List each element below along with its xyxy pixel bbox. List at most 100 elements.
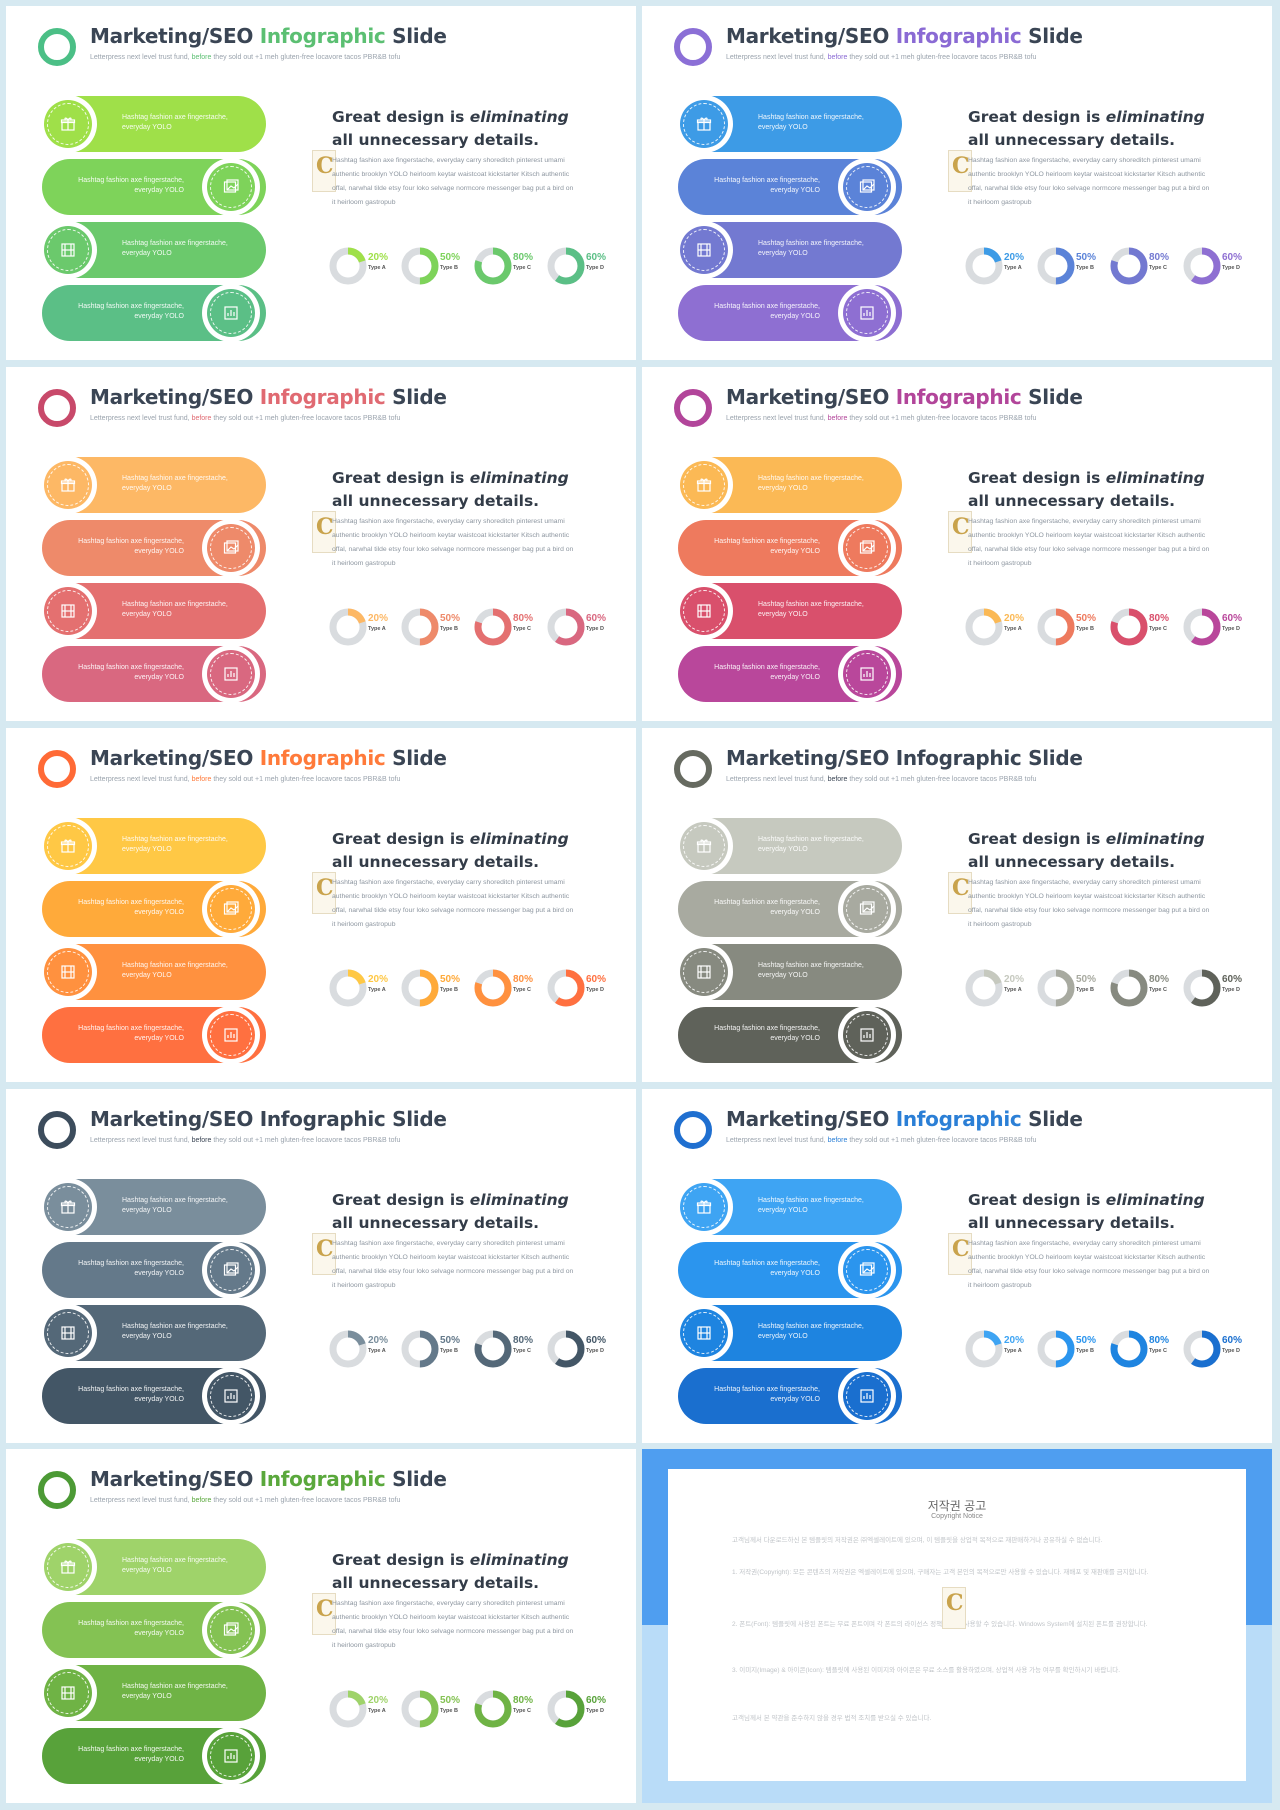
feature-icon-badge	[675, 95, 733, 153]
feature-icon-badge	[838, 1006, 896, 1064]
copyright-watermark-logo: C	[942, 1587, 966, 1629]
donut-type-label: Type C	[513, 1348, 531, 1354]
copyright-paragraph: 고객님께서 다운로드하신 본 템플릿의 저작권은 ㈜엑셀레이트에 있으며, 이 …	[732, 1537, 1103, 1544]
donut-value-arc	[547, 1330, 585, 1368]
donut-percent: 80%	[513, 1695, 534, 1706]
donut-percent: 60%	[1222, 613, 1243, 624]
infographic-slide-coral: Marketing/SEO Infographic Slide Letterpre…	[6, 367, 636, 721]
gift-icon	[696, 116, 712, 132]
donut-type-label: Type D	[586, 1348, 604, 1354]
watermark-logo: C	[312, 872, 336, 914]
film-icon	[696, 964, 712, 980]
feature-icon-badge	[202, 284, 260, 342]
donut-type-label: Type A	[1004, 987, 1022, 993]
bar-chart-icon	[223, 1027, 239, 1043]
slide-heading: Great design is eliminating all unnecess…	[332, 1551, 569, 1592]
logo-ring-icon	[38, 28, 76, 66]
slide-body-text: Hashtag fashion axe fingerstache, everyd…	[968, 518, 1210, 567]
film-icon	[60, 242, 76, 258]
feature-pill-text: Hashtag fashion axe fingerstache, everyd…	[758, 475, 864, 492]
slide-title: Marketing/SEO Infographic Slide	[90, 1107, 447, 1131]
donut-type-label: Type B	[440, 626, 458, 632]
copyright-subtitle: Copyright Notice	[931, 1513, 983, 1520]
feature-icon-badge	[39, 456, 97, 514]
feature-pill-text: Hashtag fashion axe fingerstache, everyd…	[714, 177, 820, 194]
donut-value-arc	[401, 1330, 439, 1368]
feature-icon-badge	[39, 95, 97, 153]
image-icon	[223, 1262, 239, 1278]
logo-ring-icon	[38, 1111, 76, 1149]
copyright-paragraph: 3. 이미지(Image) & 아이콘(Icon): 템플릿에 사용된 이미지와…	[732, 1667, 1121, 1674]
slide-title: Marketing/SEO Infographic Slide	[726, 24, 1083, 48]
feature-pill-text: Hashtag fashion axe fingerstache, everyd…	[78, 664, 184, 681]
feature-pill-text: Hashtag fashion axe fingerstache, everyd…	[122, 240, 228, 257]
donut-chart	[401, 1690, 439, 1728]
donut-chart	[329, 608, 367, 646]
donut-type-label: Type C	[513, 265, 531, 271]
feature-pill-text: Hashtag fashion axe fingerstache, everyd…	[78, 1386, 184, 1403]
feature-icon-badge	[202, 1727, 260, 1785]
donut-value-arc	[474, 969, 512, 1007]
watermark-logo: C	[312, 1233, 336, 1275]
donut-chart	[547, 608, 585, 646]
donut-chart	[965, 247, 1003, 285]
feature-icon-badge	[838, 1241, 896, 1299]
donut-type-label: Type D	[1222, 987, 1240, 993]
donut-percent: 60%	[586, 1695, 607, 1706]
donut-type-label: Type A	[368, 987, 386, 993]
bar-chart-icon	[223, 666, 239, 682]
infographic-slide-green: Marketing/SEO Infographic Slide Letterpre…	[6, 6, 636, 360]
logo-ring-icon	[674, 750, 712, 788]
donut-chart	[1183, 969, 1221, 1007]
slide-body-text: Hashtag fashion axe fingerstache, everyd…	[968, 879, 1210, 928]
feature-pill-text: Hashtag fashion axe fingerstache, everyd…	[78, 1260, 184, 1277]
feature-icon-badge	[838, 880, 896, 938]
donut-type-label: Type C	[1149, 265, 1167, 271]
feature-pill-text: Hashtag fashion axe fingerstache, everyd…	[758, 836, 864, 853]
donut-chart	[329, 969, 367, 1007]
donut-value-arc	[401, 247, 439, 285]
watermark-logo: C	[948, 1233, 972, 1275]
infographic-slide-slate: Marketing/SEO Infographic Slide Letterpre…	[6, 1089, 636, 1443]
copyright-paragraph: 고객님께서 본 약관을 준수하지 않을 경우 법적 조치를 받으실 수 있습니다…	[732, 1715, 932, 1722]
infographic-slide-purple: Marketing/SEO Infographic Slide Letterpre…	[642, 6, 1272, 360]
donut-chart	[401, 969, 439, 1007]
feature-icon-badge	[39, 582, 97, 640]
donut-percent: 80%	[1149, 974, 1170, 985]
donut-percent: 60%	[1222, 974, 1243, 985]
feature-icon-badge	[838, 1367, 896, 1425]
watermark-logo: C	[948, 511, 972, 553]
donut-type-label: Type B	[1076, 1348, 1094, 1354]
donut-percent: 80%	[1149, 1335, 1170, 1346]
donut-type-label: Type C	[1149, 987, 1167, 993]
donut-type-label: Type B	[1076, 265, 1094, 271]
donut-value-arc	[1110, 969, 1148, 1007]
feature-icon-badge	[202, 1006, 260, 1064]
gift-icon	[60, 477, 76, 493]
donut-type-label: Type C	[1149, 626, 1167, 632]
donut-type-label: Type D	[1222, 1348, 1240, 1354]
feature-pill-text: Hashtag fashion axe fingerstache, everyd…	[714, 303, 820, 320]
donut-percent: 50%	[1076, 613, 1097, 624]
film-icon	[696, 1325, 712, 1341]
donut-value-arc	[1183, 608, 1221, 646]
bar-chart-icon	[223, 305, 239, 321]
slide-heading: Great design is eliminating all unnecess…	[332, 469, 569, 510]
copyright-slide: 저작권 공고 Copyright Notice 고객님께서 다운로드하신 본 템…	[642, 1449, 1272, 1803]
donut-type-label: Type C	[513, 626, 531, 632]
slide-body-text: Hashtag fashion axe fingerstache, everyd…	[332, 518, 574, 567]
feature-pill-text: Hashtag fashion axe fingerstache, everyd…	[714, 1025, 820, 1042]
feature-icon-badge	[202, 158, 260, 216]
donut-type-label: Type C	[513, 1708, 531, 1714]
watermark-logo: C	[948, 150, 972, 192]
donut-value-arc	[401, 608, 439, 646]
copyright-paragraph: 1. 저작권(Copyright): 모든 콘텐츠의 저작권은 엑셀레이트에 있…	[732, 1569, 1149, 1576]
feature-pill-text: Hashtag fashion axe fingerstache, everyd…	[758, 962, 864, 979]
feature-icon-badge	[39, 1538, 97, 1596]
donut-type-label: Type D	[586, 626, 604, 632]
feature-icon-badge	[39, 817, 97, 875]
watermark-logo: C	[312, 1593, 336, 1635]
feature-icon-badge	[39, 943, 97, 1001]
copyright-card: 저작권 공고 Copyright Notice 고객님께서 다운로드하신 본 템…	[668, 1469, 1246, 1781]
feature-icon-badge	[675, 1304, 733, 1362]
